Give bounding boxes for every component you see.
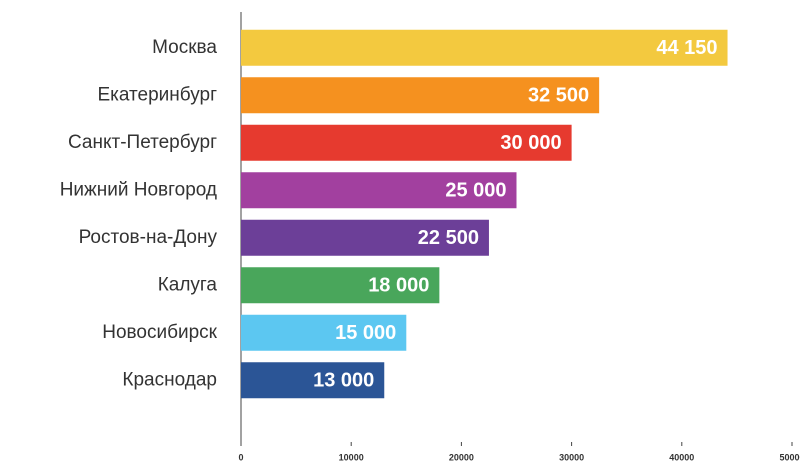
category-label: Екатеринбург xyxy=(97,84,217,105)
x-tick-label: 50000 xyxy=(779,452,800,462)
category-label: Нижний Новгород xyxy=(60,179,217,200)
x-tick-label: 0 xyxy=(238,452,243,462)
category-label: Москва xyxy=(152,37,217,58)
value-label: 44 150 xyxy=(656,37,717,59)
x-tick-label: 10000 xyxy=(339,452,364,462)
bar xyxy=(241,267,440,304)
bar xyxy=(241,124,572,161)
category-label: Калуга xyxy=(158,274,218,295)
value-label: 32 500 xyxy=(528,85,589,107)
bar xyxy=(241,77,600,114)
value-label: 13 000 xyxy=(313,370,374,392)
bar xyxy=(241,29,728,66)
bar xyxy=(241,362,385,399)
value-label: 15 000 xyxy=(335,322,396,344)
value-label: 18 000 xyxy=(368,275,429,297)
x-tick-label: 40000 xyxy=(669,452,694,462)
bar xyxy=(241,172,517,209)
category-label: Краснодар xyxy=(122,369,217,390)
value-label: 25 000 xyxy=(445,180,506,202)
category-label: Новосибирск xyxy=(102,322,217,343)
x-tick-label: 20000 xyxy=(449,452,474,462)
value-label: 30 000 xyxy=(500,132,561,154)
category-label: Санкт-Петербург xyxy=(68,132,217,153)
bar xyxy=(241,314,407,351)
bar xyxy=(241,219,489,256)
category-label: Ростов-на-Дону xyxy=(79,227,218,248)
value-label: 22 500 xyxy=(418,227,479,249)
x-tick-label: 30000 xyxy=(559,452,584,462)
